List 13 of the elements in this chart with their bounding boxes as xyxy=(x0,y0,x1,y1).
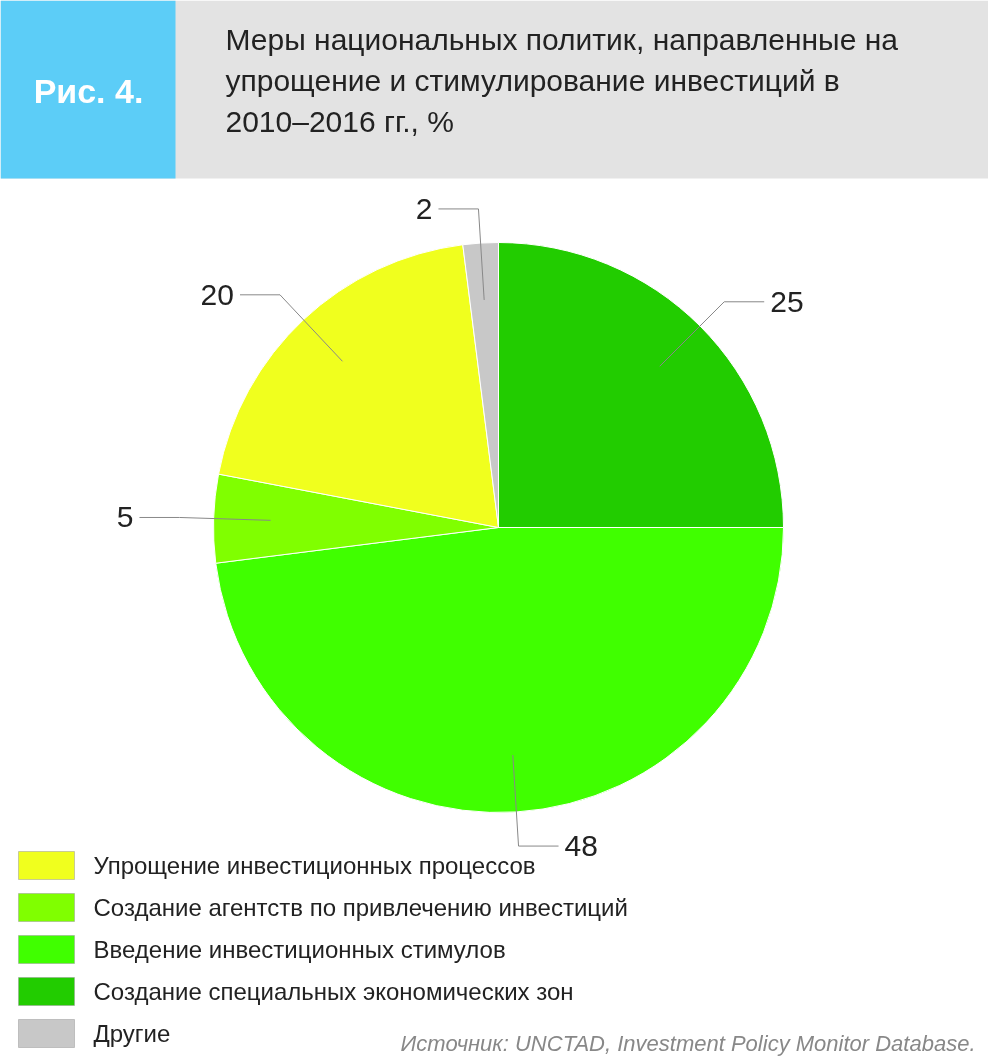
chart-title: Меры национальных политик, направленные на упрощение и стимулирование инвестиций в 2010–2016 гг., % xyxy=(225,22,899,138)
data-label: 25 xyxy=(770,284,804,318)
text: Источник: UNCTAD, Investment Policy Monitor Database. xyxy=(400,1031,976,1056)
data-label: 2 xyxy=(415,191,433,225)
legend-label: Создание специальных экономических зон xyxy=(93,978,574,1005)
legend-label: Создание агентств по привлечению инвестиций xyxy=(93,894,628,921)
legend-label: Другие xyxy=(93,1020,171,1047)
legend-label: Введение инвестиционных стимулов xyxy=(93,936,506,963)
data-label: 5 xyxy=(116,500,134,534)
data-label: 48 xyxy=(564,829,598,863)
legend-label: Упрощение инвестиционных процессов xyxy=(93,852,536,879)
data-label: 20 xyxy=(200,277,234,311)
text: Рис. 4. xyxy=(33,71,144,110)
